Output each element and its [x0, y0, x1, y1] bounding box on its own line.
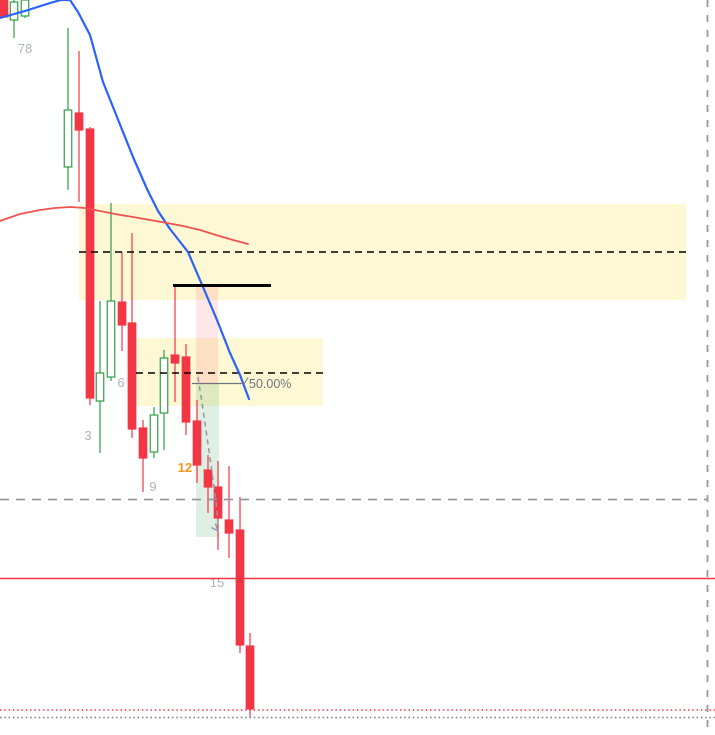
date-label: 12: [178, 460, 192, 475]
candle-body-up: [63, 109, 73, 168]
candle-body-down: [0, 0, 9, 18]
candle-body-down: [138, 427, 148, 459]
candle-body-down: [192, 420, 202, 466]
risk-band-red[interactable]: [196, 285, 218, 383]
candle-body-down: [170, 354, 180, 364]
fib-50-label: 50.00%: [249, 377, 291, 391]
candle-body-down: [213, 486, 223, 519]
candle-body-down: [74, 112, 84, 131]
candle-body-up: [106, 300, 116, 378]
candle-body-up: [20, 0, 30, 17]
candle-body-down: [245, 645, 255, 710]
date-label: 78: [18, 41, 32, 56]
candle-body-down: [235, 529, 245, 646]
slow-ma-red: [0, 206, 249, 245]
candle-body-down: [85, 128, 95, 399]
date-label: 3: [84, 428, 91, 443]
fib-label-leader: [243, 377, 249, 385]
candle-body-down: [181, 356, 191, 423]
date-label: 9: [149, 479, 156, 494]
projection-arrow-head: [211, 526, 219, 532]
candle-body-up: [159, 357, 169, 414]
candle-body-up: [149, 414, 159, 453]
projection-arrow-head: [214, 523, 219, 532]
candle-body-up: [9, 1, 19, 21]
candle-body-up: [95, 372, 105, 402]
candle-body-down: [117, 301, 127, 326]
date-label: 6: [117, 375, 124, 390]
candle-body-down: [127, 322, 137, 430]
candle-body-down: [203, 469, 213, 488]
date-label: 15: [210, 575, 224, 590]
fast-ma-blue: [0, 0, 251, 401]
candle-body-down: [224, 519, 234, 534]
